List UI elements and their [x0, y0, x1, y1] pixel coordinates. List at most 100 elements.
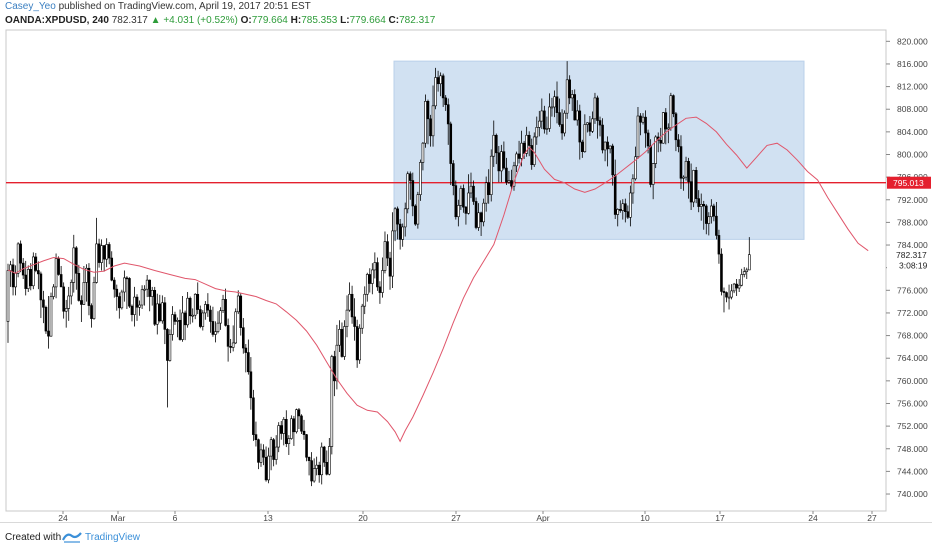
tradingview-brand-link[interactable]: TradingView: [85, 532, 141, 543]
candle-body: [310, 460, 313, 482]
candle-body: [515, 153, 518, 167]
candle-body: [330, 356, 334, 447]
candle-body: [219, 310, 222, 324]
candle-body: [694, 170, 698, 199]
candle: [340, 322, 344, 358]
candle: [115, 284, 119, 311]
candle-body: [408, 173, 412, 181]
candle: [257, 438, 260, 470]
y-tick-label: 740.000: [897, 489, 928, 499]
candle-body: [477, 212, 480, 228]
candle: [745, 267, 749, 279]
candle-body: [183, 312, 187, 326]
candle: [272, 438, 275, 467]
candle-body: [446, 104, 450, 125]
candle-body: [682, 176, 685, 179]
candle: [100, 239, 103, 271]
candle: [699, 193, 703, 221]
candle: [343, 320, 346, 360]
candle: [274, 435, 278, 465]
candle-body: [667, 127, 670, 130]
author-link[interactable]: Casey_Yeo: [5, 1, 56, 12]
candle-body: [325, 462, 329, 475]
y-tick-label: 808.000: [897, 104, 928, 114]
candle-body: [115, 288, 119, 297]
candle: [560, 109, 564, 140]
candle-body: [704, 205, 708, 224]
candle-body: [697, 198, 700, 207]
candle-body: [16, 243, 20, 274]
candle-body: [396, 208, 399, 225]
candle-body: [26, 269, 30, 289]
candle: [24, 260, 28, 296]
candle-body: [320, 446, 324, 476]
candle: [191, 308, 194, 323]
candle: [730, 284, 733, 300]
candle: [264, 446, 268, 482]
tradingview-logo-icon[interactable]: [62, 530, 82, 544]
y-tick-label: 744.000: [897, 466, 928, 476]
candle-body: [135, 296, 139, 308]
candle-body: [449, 123, 453, 164]
candle-body: [444, 97, 447, 105]
candle: [472, 180, 475, 205]
candle: [419, 159, 422, 201]
candle: [674, 112, 678, 152]
candle-body: [492, 134, 496, 157]
candle-body: [133, 296, 136, 315]
candle-body: [241, 327, 245, 349]
candle: [479, 211, 483, 236]
candle-body: [725, 292, 728, 298]
candle: [606, 136, 609, 167]
candle-body: [426, 101, 430, 120]
candle: [320, 442, 324, 485]
candle-body: [249, 371, 253, 399]
level-price-tag[interactable]: [887, 176, 931, 189]
candle-body: [649, 145, 652, 185]
candle-body: [560, 124, 564, 134]
candle-body: [553, 96, 556, 108]
candle: [62, 282, 65, 319]
candle-body: [482, 202, 485, 223]
candle-body: [573, 94, 577, 121]
candle: [537, 110, 541, 137]
candle: [322, 445, 326, 467]
candle-body: [414, 205, 417, 225]
candle-body: [206, 304, 210, 311]
candle: [677, 134, 680, 153]
candle-body: [689, 181, 693, 203]
candle-body: [692, 170, 695, 203]
candle: [31, 252, 35, 290]
price-chart[interactable]: 740.000 744.000 748.000 752.000 756.000 760.0…: [0, 0, 932, 522]
candle: [315, 456, 318, 476]
range-highlight-rect[interactable]: [393, 60, 805, 240]
candle-body: [484, 182, 488, 204]
candle: [67, 286, 71, 321]
candle: [697, 190, 700, 213]
x-tick-label: 17: [715, 513, 725, 522]
candle: [487, 169, 491, 204]
candle-body: [353, 316, 356, 327]
candle: [636, 106, 640, 160]
candle: [469, 172, 473, 199]
candle: [717, 229, 721, 264]
candle-body: [712, 205, 716, 217]
candle-body: [606, 141, 609, 150]
candle-body: [350, 293, 354, 318]
candle: [591, 111, 594, 133]
candle-body: [148, 279, 151, 297]
candle: [603, 141, 607, 162]
candle-body: [229, 346, 232, 348]
candle-body: [14, 273, 17, 288]
candle: [725, 291, 728, 303]
x-tick-label: 24: [58, 513, 68, 522]
candle-body: [188, 297, 192, 317]
candle-body: [467, 192, 470, 214]
candle: [290, 415, 293, 440]
candle: [224, 288, 227, 327]
close-value: 782.317: [399, 15, 436, 26]
candle-body: [601, 124, 604, 151]
candle: [522, 140, 526, 160]
published-text: published on TradingView.com, April 19, …: [58, 1, 311, 12]
candle-body: [429, 118, 432, 137]
